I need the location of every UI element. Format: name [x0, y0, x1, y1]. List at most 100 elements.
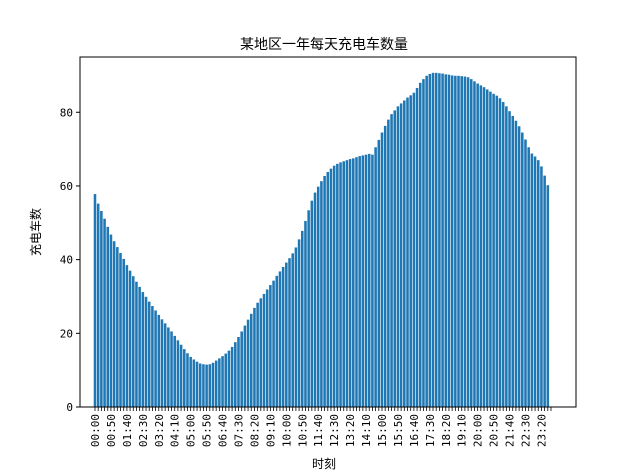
y-axis-label: 充电车数 [28, 208, 43, 256]
x-axis: 00:00 00:50 01:40 02:30 03:20 04:10 05:00 05:50… [89, 407, 552, 447]
y-tick-label: 20 [60, 327, 73, 340]
bar-13:10 [345, 160, 349, 407]
bar-22:30 [524, 139, 527, 407]
x-tick-label: 10:50 [296, 414, 309, 447]
x-tick-label: 15:50 [392, 414, 405, 447]
bar-04:00 [170, 331, 173, 407]
bar-10:50 [301, 230, 304, 407]
bar-01:50 [128, 270, 132, 407]
bar-11:30 [313, 192, 317, 407]
bar-16:10 [403, 100, 406, 407]
bar-11:20 [310, 200, 314, 407]
bar-08:10 [249, 313, 253, 407]
y-tick-label: 60 [60, 180, 73, 193]
bar-19:20 [463, 76, 467, 407]
bar-05:30 [198, 363, 202, 407]
bar-03:40 [163, 323, 167, 407]
bar-00:10 [96, 203, 100, 407]
bar-07:40 [240, 331, 243, 407]
bar-02:30 [141, 292, 145, 407]
bar-04:50 [186, 353, 189, 407]
bar-05:50 [205, 364, 208, 407]
bar-21:00 [495, 95, 499, 408]
bar-16:20 [406, 97, 409, 407]
bar-03:20 [157, 314, 161, 407]
x-axis-label: 时刻 [312, 457, 336, 471]
x-tick-label: 20:00 [472, 414, 485, 447]
bar-07:20 [234, 342, 237, 407]
bar-13:40 [355, 157, 358, 407]
bar-14:10 [364, 154, 368, 407]
x-tick-label: 03:20 [153, 414, 166, 447]
bar-16:30 [409, 95, 412, 407]
bar-07:50 [243, 325, 247, 407]
x-tick-label: 23:20 [535, 414, 548, 447]
bar-19:00 [457, 75, 460, 407]
bar-15:40 [393, 110, 397, 408]
bar-17:10 [422, 79, 425, 408]
bar-12:00 [323, 176, 326, 407]
bar-19:10 [460, 76, 463, 407]
bar-15:50 [396, 106, 400, 408]
bar-00:40 [106, 226, 110, 407]
x-tick-label: 20:50 [488, 414, 501, 447]
bar-21:40 [508, 111, 511, 407]
bar-02:20 [138, 286, 141, 407]
bar-08:00 [246, 319, 250, 407]
bar-10:00 [285, 262, 288, 407]
bar-22:00 [514, 120, 518, 408]
bar-04:30 [179, 344, 183, 407]
bar-00:50 [109, 234, 113, 407]
bar-09:40 [278, 271, 282, 407]
bar-14:30 [371, 154, 374, 407]
x-tick-label: 19:10 [456, 414, 469, 447]
x-tick-label: 00:50 [105, 414, 118, 447]
bar-20:40 [489, 91, 492, 407]
bar-21:30 [505, 106, 508, 408]
bar-08:40 [259, 298, 263, 407]
bar-10:10 [288, 258, 291, 407]
bar-02:00 [131, 276, 135, 407]
y-tick-label: 40 [60, 254, 73, 267]
bar-19:30 [466, 77, 470, 407]
bar-02:10 [135, 281, 138, 407]
bar-20:50 [492, 93, 495, 407]
x-tick-label: 17:30 [424, 414, 437, 447]
bar-12:40 [336, 163, 339, 407]
bar-07:30 [237, 337, 240, 407]
bar-15:30 [390, 114, 393, 408]
bar-10:20 [291, 253, 294, 407]
bar-13:50 [358, 156, 361, 407]
bar-12:10 [326, 171, 330, 407]
bar-08:30 [256, 302, 259, 407]
x-tick-label: 08:20 [248, 414, 261, 447]
bar-14:50 [377, 139, 381, 407]
bar-23:10 [536, 160, 540, 407]
x-tick-label: 07:30 [232, 414, 245, 447]
bar-01:40 [125, 265, 129, 407]
x-tick-label: 00:00 [89, 414, 102, 447]
bar-11:40 [316, 186, 320, 407]
bar-11:50 [320, 181, 323, 407]
bar-11:00 [304, 220, 307, 407]
bar-06:20 [214, 360, 218, 407]
bar-04:40 [183, 349, 186, 407]
bar-17:30 [428, 73, 432, 407]
bar-00:00 [93, 194, 97, 407]
bar-02:40 [144, 296, 148, 407]
bar-17:20 [425, 75, 428, 407]
bar-03:00 [151, 306, 154, 407]
y-tick-label: 0 [66, 401, 73, 414]
bar-14:20 [367, 153, 371, 407]
bar-21:10 [498, 98, 502, 407]
bar-23:00 [533, 156, 537, 407]
bar-14:40 [374, 147, 377, 407]
bar-06:00 [208, 364, 212, 407]
y-tick-label: 80 [60, 106, 73, 119]
bar-01:10 [116, 247, 119, 407]
bar-16:50 [415, 87, 419, 407]
bar-22:50 [530, 153, 534, 407]
bar-20:30 [485, 89, 489, 408]
bar-22:20 [521, 132, 524, 407]
